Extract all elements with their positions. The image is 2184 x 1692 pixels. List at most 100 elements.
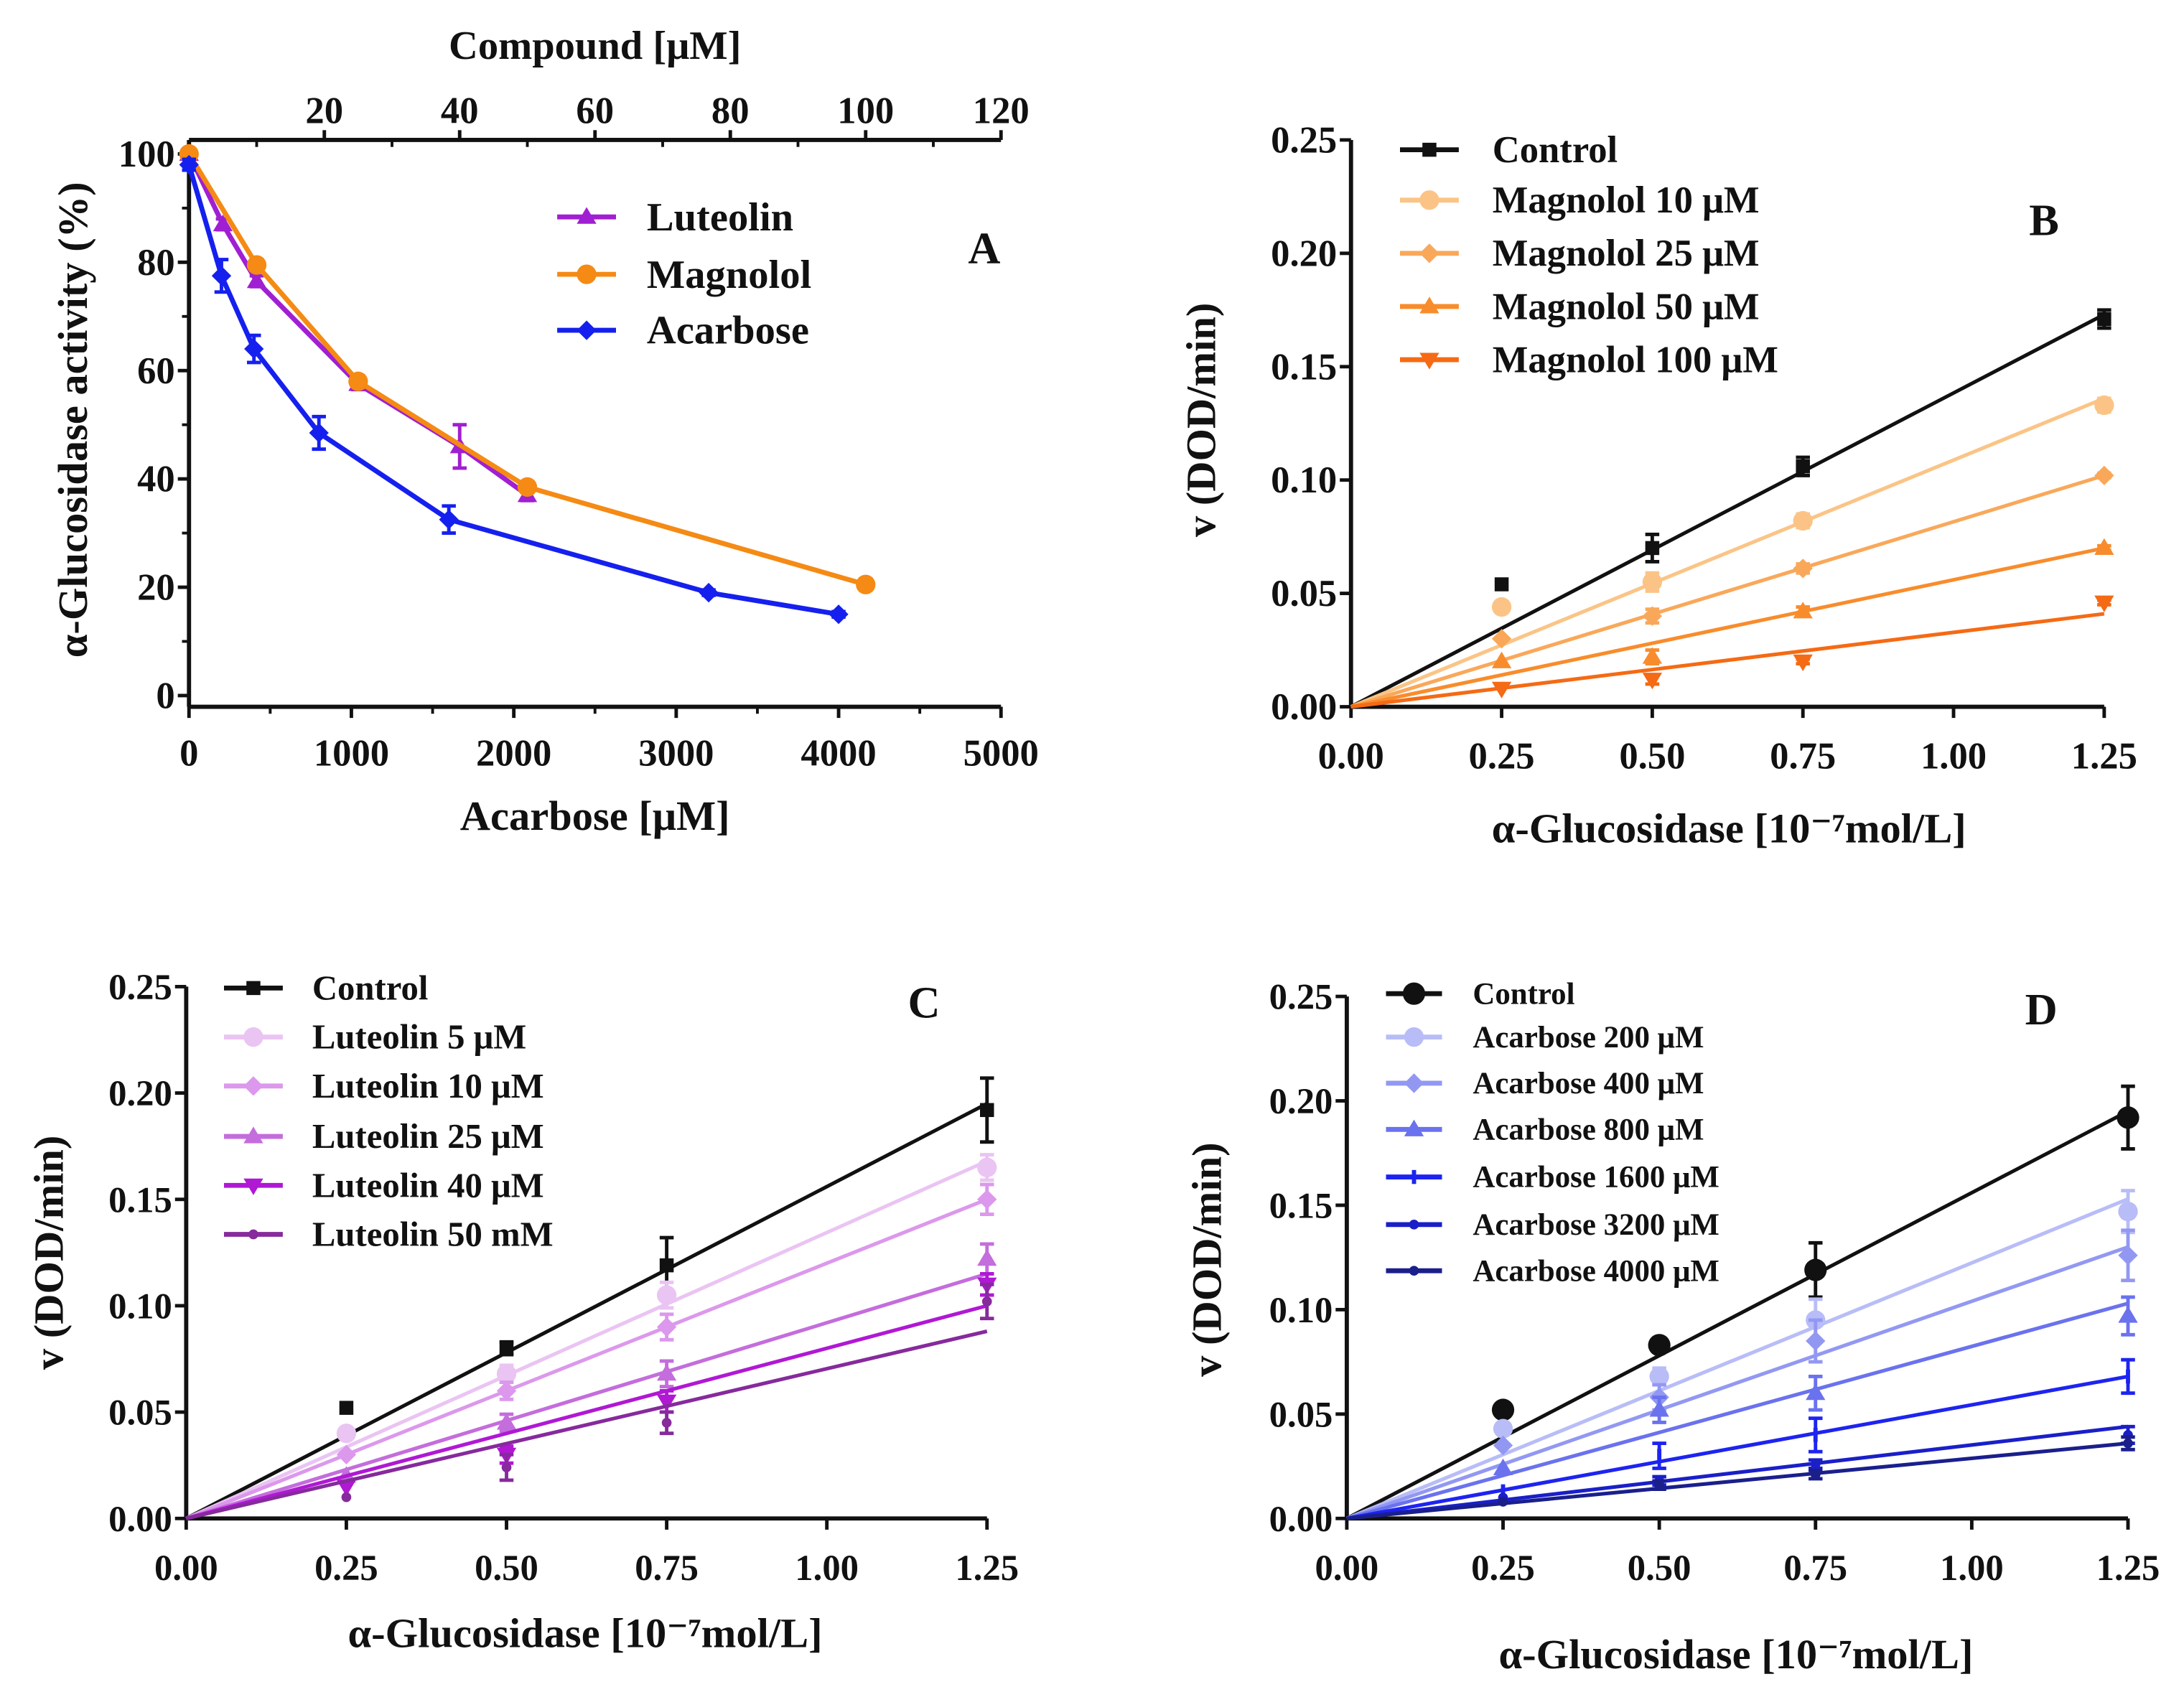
data-point	[213, 214, 233, 232]
data-point	[659, 1258, 674, 1273]
data-point	[2118, 1202, 2138, 1222]
data-point	[496, 1413, 517, 1430]
data-point	[1793, 654, 1813, 672]
legend-marker	[1404, 1119, 1424, 1136]
x-tick-label: 3000	[638, 732, 714, 774]
y-tick-label: 40	[137, 459, 175, 500]
x-axis-title: α-Glucosidase [10⁻⁷mol/L]	[1498, 1631, 1973, 1678]
y-tick-label: 0.05	[1269, 1394, 1333, 1434]
legend-marker	[577, 264, 597, 284]
fit-line	[185, 1272, 988, 1520]
data-point	[1491, 597, 1512, 617]
data-point	[1491, 651, 1512, 668]
fit-line	[1346, 1301, 2129, 1520]
data-point	[1642, 606, 1663, 626]
legend-label: Magnolol 25 μM	[1493, 233, 1760, 274]
x-top-tick-label: 20	[305, 90, 343, 132]
legend-label: Luteolin 10 μM	[312, 1067, 544, 1106]
data-point	[977, 1189, 997, 1210]
data-point	[1491, 681, 1512, 698]
legend-marker	[243, 1027, 263, 1047]
data-point	[1657, 1449, 1662, 1463]
legend-label: Acarbose 1600 μM	[1473, 1161, 1719, 1195]
x-tick-label: 1000	[314, 732, 389, 774]
data-point	[1810, 1459, 1821, 1469]
panel-letter: A	[968, 224, 1000, 274]
data-point	[1491, 629, 1512, 649]
x-tick-label: 0.25	[314, 1548, 378, 1588]
legend-label: Luteolin 40 μM	[312, 1166, 544, 1205]
legend-marker	[1422, 142, 1437, 157]
data-point	[2126, 1369, 2130, 1384]
fit-line	[185, 1329, 988, 1520]
data-point	[656, 1317, 677, 1337]
fit-line	[1346, 1424, 2129, 1520]
data-point	[661, 1418, 672, 1428]
legend-marker	[1409, 1266, 1419, 1276]
data-point	[496, 1380, 517, 1401]
x-top-tick-label: 40	[441, 90, 479, 132]
series-control	[1345, 1084, 2139, 1520]
legend-label: Control	[1493, 129, 1618, 171]
data-point	[1654, 1480, 1664, 1490]
x-tick-label: 1.25	[2071, 735, 2137, 777]
legend-marker	[1419, 243, 1439, 263]
x-top-tick-label: 100	[837, 90, 894, 132]
data-point	[2094, 395, 2114, 416]
fit-line	[1345, 1109, 2129, 1520]
legend-label: Magnolol 10 μM	[1493, 179, 1760, 221]
data-point	[1810, 1469, 1821, 1480]
x-axis-title: α-Glucosidase [10⁻⁷mol/L]	[1492, 805, 1966, 852]
legend-label: Acarbose 3200 μM	[1473, 1208, 1719, 1242]
y-tick-label: 0.10	[1269, 1290, 1333, 1330]
data-point	[980, 1103, 994, 1118]
series-control	[1350, 308, 2111, 709]
y-tick-label: 0.10	[1271, 459, 1337, 501]
data-point	[336, 1424, 357, 1444]
legend-label: Control	[1473, 977, 1574, 1011]
data-point	[2118, 1245, 2138, 1266]
legend-marker	[1419, 352, 1439, 370]
x-tick-label: 0.75	[1783, 1548, 1847, 1588]
data-point	[1648, 1334, 1671, 1357]
x-axis-title: Acarbose [μM]	[460, 793, 730, 839]
y-axis-title: α-Glucosidase activity (%)	[50, 182, 96, 658]
data-point	[977, 1157, 997, 1177]
fit-line	[185, 1304, 988, 1520]
x-tick-label: 1.25	[955, 1548, 1019, 1588]
x-tick-label: 0.25	[1469, 735, 1535, 777]
x-tick-label: 0.25	[1471, 1548, 1535, 1588]
y-tick-label: 0.20	[1271, 233, 1337, 274]
data-point	[1813, 1428, 1818, 1442]
series-luteolin	[179, 144, 538, 503]
series-magnolol-100-m	[1350, 595, 2114, 709]
data-point	[2118, 1306, 2138, 1323]
legend-label: Luteolin 25 μM	[312, 1117, 544, 1156]
x-tick-label: 0.00	[1318, 735, 1384, 777]
y-tick-label: 0.00	[108, 1499, 172, 1539]
legend-label: Acarbose	[647, 309, 809, 353]
data-point	[1793, 602, 1813, 619]
fit-line	[185, 1197, 988, 1520]
series-luteolin-10-m	[185, 1182, 997, 1520]
x-tick-label: 0.50	[475, 1548, 538, 1588]
y-tick-label: 0.25	[1269, 977, 1333, 1017]
fit-line	[1350, 546, 2105, 709]
data-point	[2097, 312, 2111, 327]
series-magnolol-25-m	[1350, 465, 2114, 709]
x-tick-label: 1.00	[795, 1548, 859, 1588]
y-tick-label: 0.00	[1271, 686, 1337, 728]
fit-line	[1350, 473, 2105, 709]
fit-line	[185, 1102, 988, 1520]
data-point	[829, 604, 849, 625]
x-tick-label: 1.25	[2096, 1548, 2160, 1588]
data-point	[517, 477, 538, 497]
x-tick-label: 0	[179, 732, 198, 774]
data-point	[2123, 1438, 2133, 1449]
x-tick-label: 1.00	[1921, 735, 1987, 777]
series-luteolin-25-m	[185, 1242, 997, 1520]
legend-marker	[248, 1229, 258, 1240]
legend-label: Acarbose 4000 μM	[1473, 1254, 1719, 1288]
series-acarbose-400-m	[1346, 1228, 2138, 1520]
